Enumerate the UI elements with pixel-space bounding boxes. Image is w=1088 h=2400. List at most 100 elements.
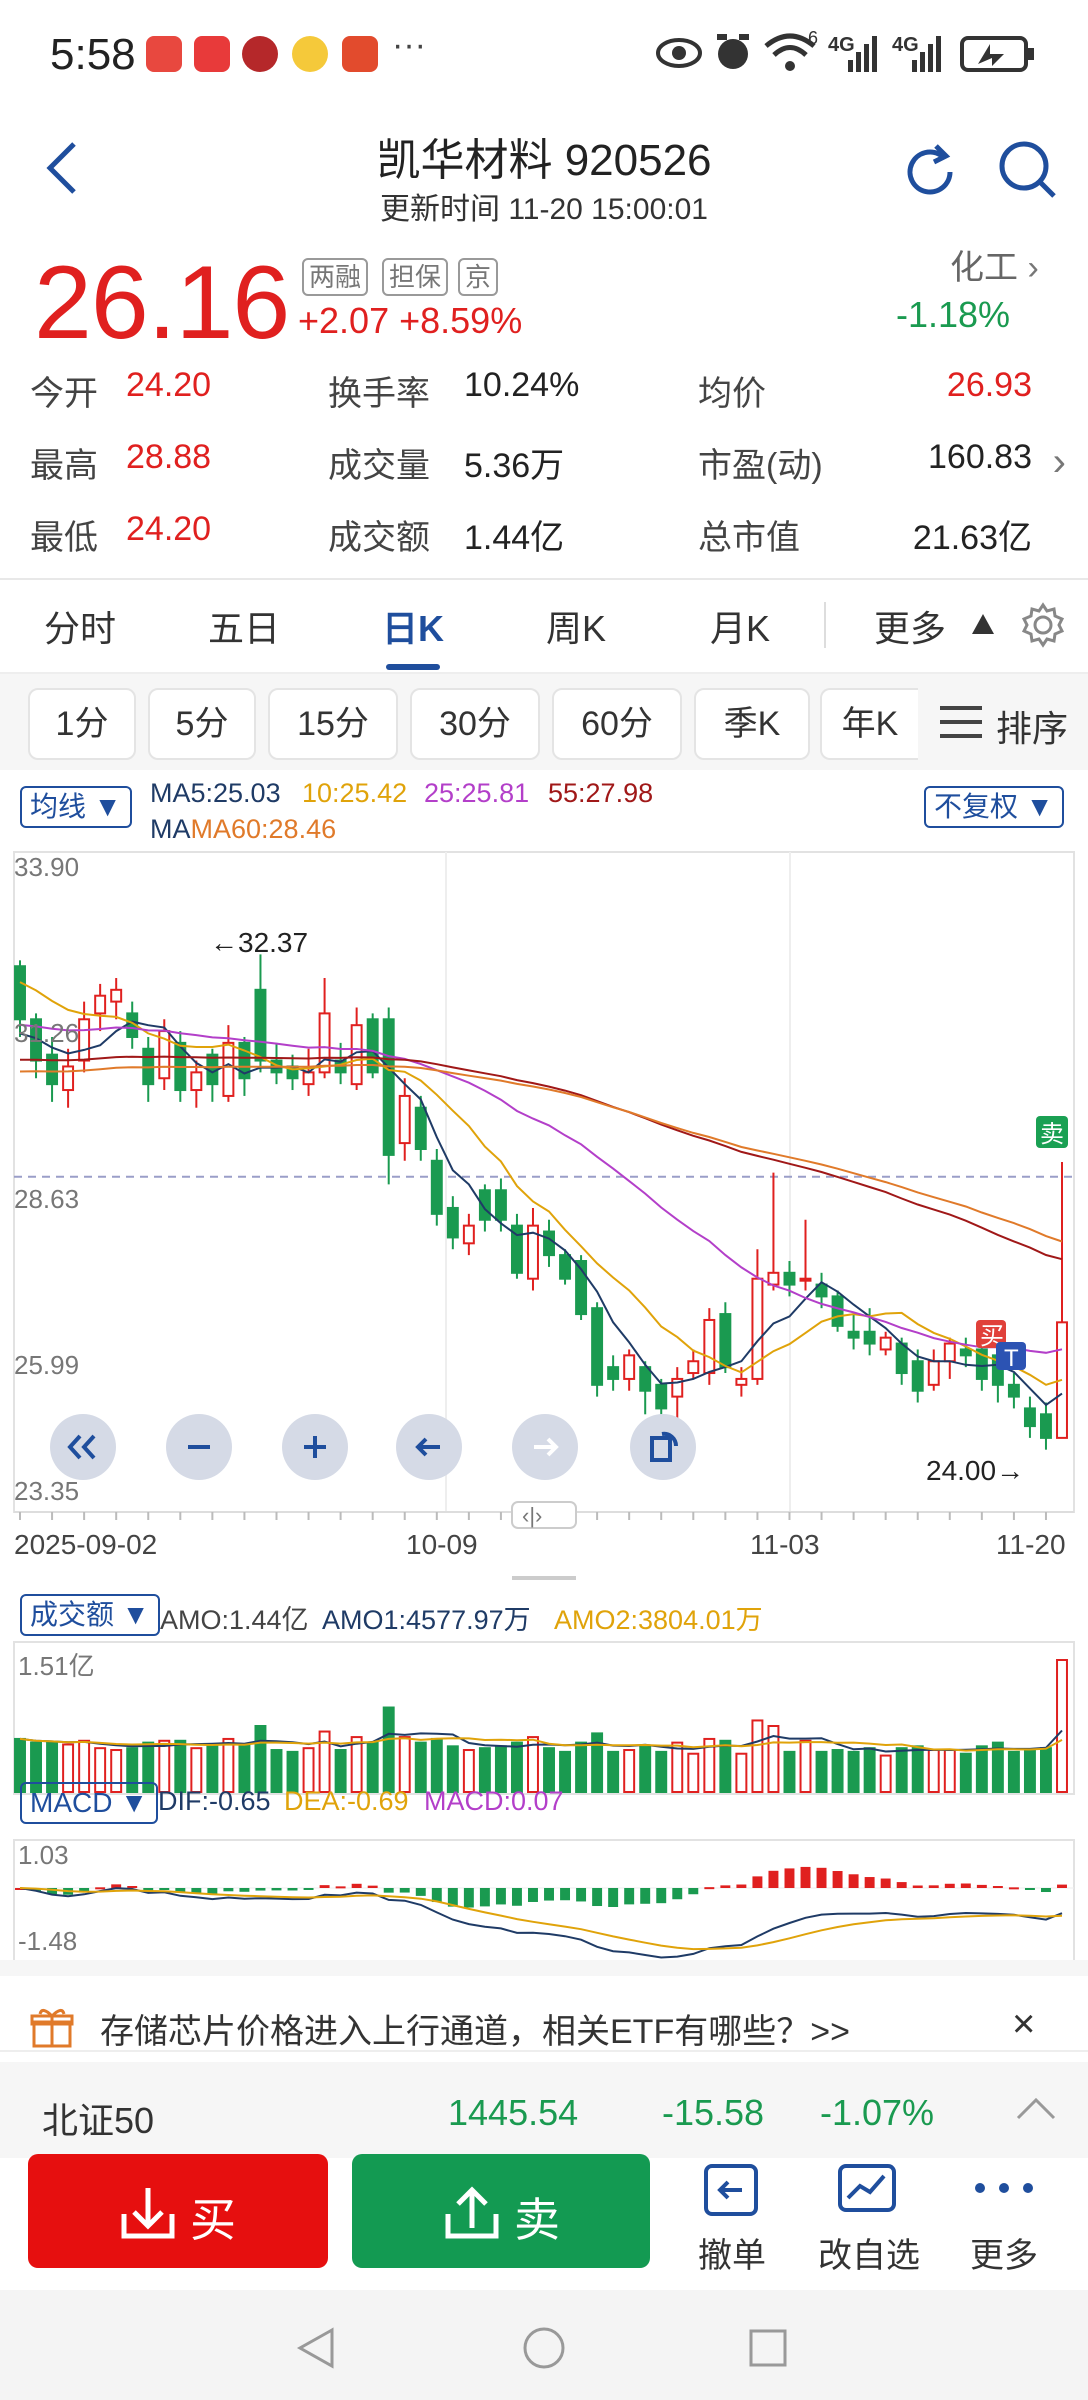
candle xyxy=(927,1360,940,1386)
buy-button[interactable]: 买 xyxy=(28,2154,328,2268)
amo-bar xyxy=(190,1747,203,1794)
zoom-out-button[interactable] xyxy=(166,1414,232,1480)
macd-bar xyxy=(928,1885,939,1888)
car-app-icon xyxy=(242,36,278,72)
period-1min[interactable]: 1分 xyxy=(28,688,136,760)
candle xyxy=(559,1254,572,1280)
scroll-handle[interactable] xyxy=(511,1501,577,1529)
ma-legend: 均线 ▼ MA5:25.03 10:25.42 25:25.81 55:27.9… xyxy=(0,774,1088,850)
candle xyxy=(687,1360,700,1375)
tab-five-day[interactable]: 五日 xyxy=(208,608,281,649)
dea-value: DEA:-0.69 xyxy=(284,1786,409,1816)
drag-handle-icon: ‹|› xyxy=(522,1503,542,1528)
close-icon[interactable]: × xyxy=(1012,2002,1036,2046)
period-15min[interactable]: 15分 xyxy=(268,688,398,760)
macd-bar xyxy=(832,1871,843,1888)
amo-bar xyxy=(222,1737,235,1793)
more-label[interactable]: 更多 xyxy=(970,2237,1038,2275)
tab-monthly-k[interactable]: 月K xyxy=(710,608,771,649)
indicator-dropdown[interactable]: 均线 ▼ xyxy=(20,786,132,828)
macd-bar xyxy=(784,1868,795,1888)
rewind-button[interactable] xyxy=(50,1414,116,1480)
search-icon[interactable] xyxy=(996,138,1060,202)
cancel-order-label[interactable]: 撤单 xyxy=(698,2237,766,2275)
macd-bar xyxy=(576,1888,587,1902)
candle xyxy=(302,1071,315,1086)
amo-dropdown[interactable]: 成交额 ▼ xyxy=(20,1594,160,1636)
candle xyxy=(639,1366,652,1392)
update-time: 更新时间 11-20 15:00:01 xyxy=(380,193,708,226)
period-year-k[interactable]: 年K xyxy=(820,688,918,760)
macd-bar xyxy=(239,1888,250,1892)
eye-icon xyxy=(656,38,702,68)
macd-bar xyxy=(880,1878,891,1888)
period-60min[interactable]: 60分 xyxy=(552,688,682,760)
move-right-button[interactable] xyxy=(512,1414,578,1480)
stat-value: 10.24% xyxy=(464,366,580,404)
amo-bar xyxy=(1039,1747,1052,1794)
tag-collateral[interactable]: 担保 xyxy=(382,258,449,296)
tag-exchange[interactable]: 京 xyxy=(458,258,499,296)
sector-link[interactable]: 化工 › xyxy=(950,240,1039,289)
chevron-right-icon[interactable]: › xyxy=(1052,440,1066,484)
adjust-dropdown[interactable]: 不复权 ▼ xyxy=(924,786,1064,828)
tab-weekly-k[interactable]: 周K xyxy=(546,608,607,649)
stat-value: 26.93 xyxy=(946,366,1032,404)
candle xyxy=(719,1313,732,1369)
zoom-in-button[interactable] xyxy=(282,1414,348,1480)
macd-dropdown[interactable]: MACD ▼ xyxy=(20,1782,158,1824)
nav-home-icon[interactable] xyxy=(522,2326,566,2370)
status-time: 5:58 xyxy=(50,30,136,79)
amo-bar xyxy=(719,1739,732,1793)
cancel-order-icon[interactable] xyxy=(702,2162,760,2218)
period-30min[interactable]: 30分 xyxy=(410,688,540,760)
amo-bar xyxy=(334,1749,347,1793)
amo-bar xyxy=(398,1736,411,1794)
ma55-line xyxy=(20,1055,1063,1261)
amo-bar xyxy=(703,1737,716,1793)
more-dots-icon[interactable] xyxy=(972,2180,1036,2196)
back-icon[interactable] xyxy=(40,138,90,198)
candle xyxy=(14,965,26,1021)
sort-button[interactable]: 排序 xyxy=(996,708,1069,749)
amo-bar xyxy=(414,1741,427,1794)
period-quarter-k[interactable]: 季K xyxy=(694,688,810,760)
refresh-icon[interactable] xyxy=(898,140,962,204)
amo-bar xyxy=(254,1725,267,1793)
edit-watchlist-icon[interactable] xyxy=(836,2162,898,2218)
reset-view-button[interactable] xyxy=(630,1414,696,1480)
tab-intraday[interactable]: 分时 xyxy=(44,608,117,649)
tab-more[interactable]: 更多 xyxy=(874,608,947,649)
sell-button[interactable]: 卖 xyxy=(352,2154,650,2268)
wifi-standard-label: 6 xyxy=(808,28,819,48)
menu-icon[interactable] xyxy=(940,704,982,740)
divider xyxy=(0,578,1088,580)
candle xyxy=(238,1041,251,1080)
stat-label: 换手率 xyxy=(328,375,430,413)
t-marker: T xyxy=(1004,1345,1019,1372)
caret-up-icon[interactable] xyxy=(970,612,996,636)
tag-margin[interactable]: 两融 xyxy=(302,258,369,296)
macd-bar xyxy=(736,1884,747,1888)
macd-bar xyxy=(191,1888,202,1894)
macd-bar xyxy=(223,1888,234,1892)
macd-bar xyxy=(159,1888,170,1890)
nav-back-icon[interactable] xyxy=(296,2326,336,2370)
network-type-label: 4G xyxy=(828,34,855,56)
tab-daily-k[interactable]: 日K xyxy=(382,608,444,649)
move-left-button[interactable] xyxy=(396,1414,462,1480)
amo-bar xyxy=(895,1747,908,1794)
period-5min[interactable]: 5分 xyxy=(148,688,256,760)
amo-value: AMO:1.44亿 xyxy=(160,1605,309,1635)
amo-bar xyxy=(430,1737,443,1793)
macd-bar xyxy=(912,1885,923,1888)
candle xyxy=(62,1065,75,1092)
amo-bar xyxy=(927,1749,940,1793)
nav-recents-icon[interactable] xyxy=(748,2328,788,2368)
chevron-up-icon[interactable] xyxy=(1016,2096,1056,2120)
index-ticker[interactable]: 北证50 1445.54 -15.58 -1.07% xyxy=(0,2062,1088,2158)
gear-icon[interactable] xyxy=(1020,602,1066,648)
news-banner[interactable]: 存储芯片价格进入上行通道，相关ETF有哪些？>> xyxy=(100,2013,850,2051)
k-line-chart[interactable]: ←32.37 24.00→ 买 T 卖 2025-09-02 10-09 11-… xyxy=(0,848,1088,1978)
edit-watchlist-label[interactable]: 改自选 xyxy=(818,2237,920,2275)
